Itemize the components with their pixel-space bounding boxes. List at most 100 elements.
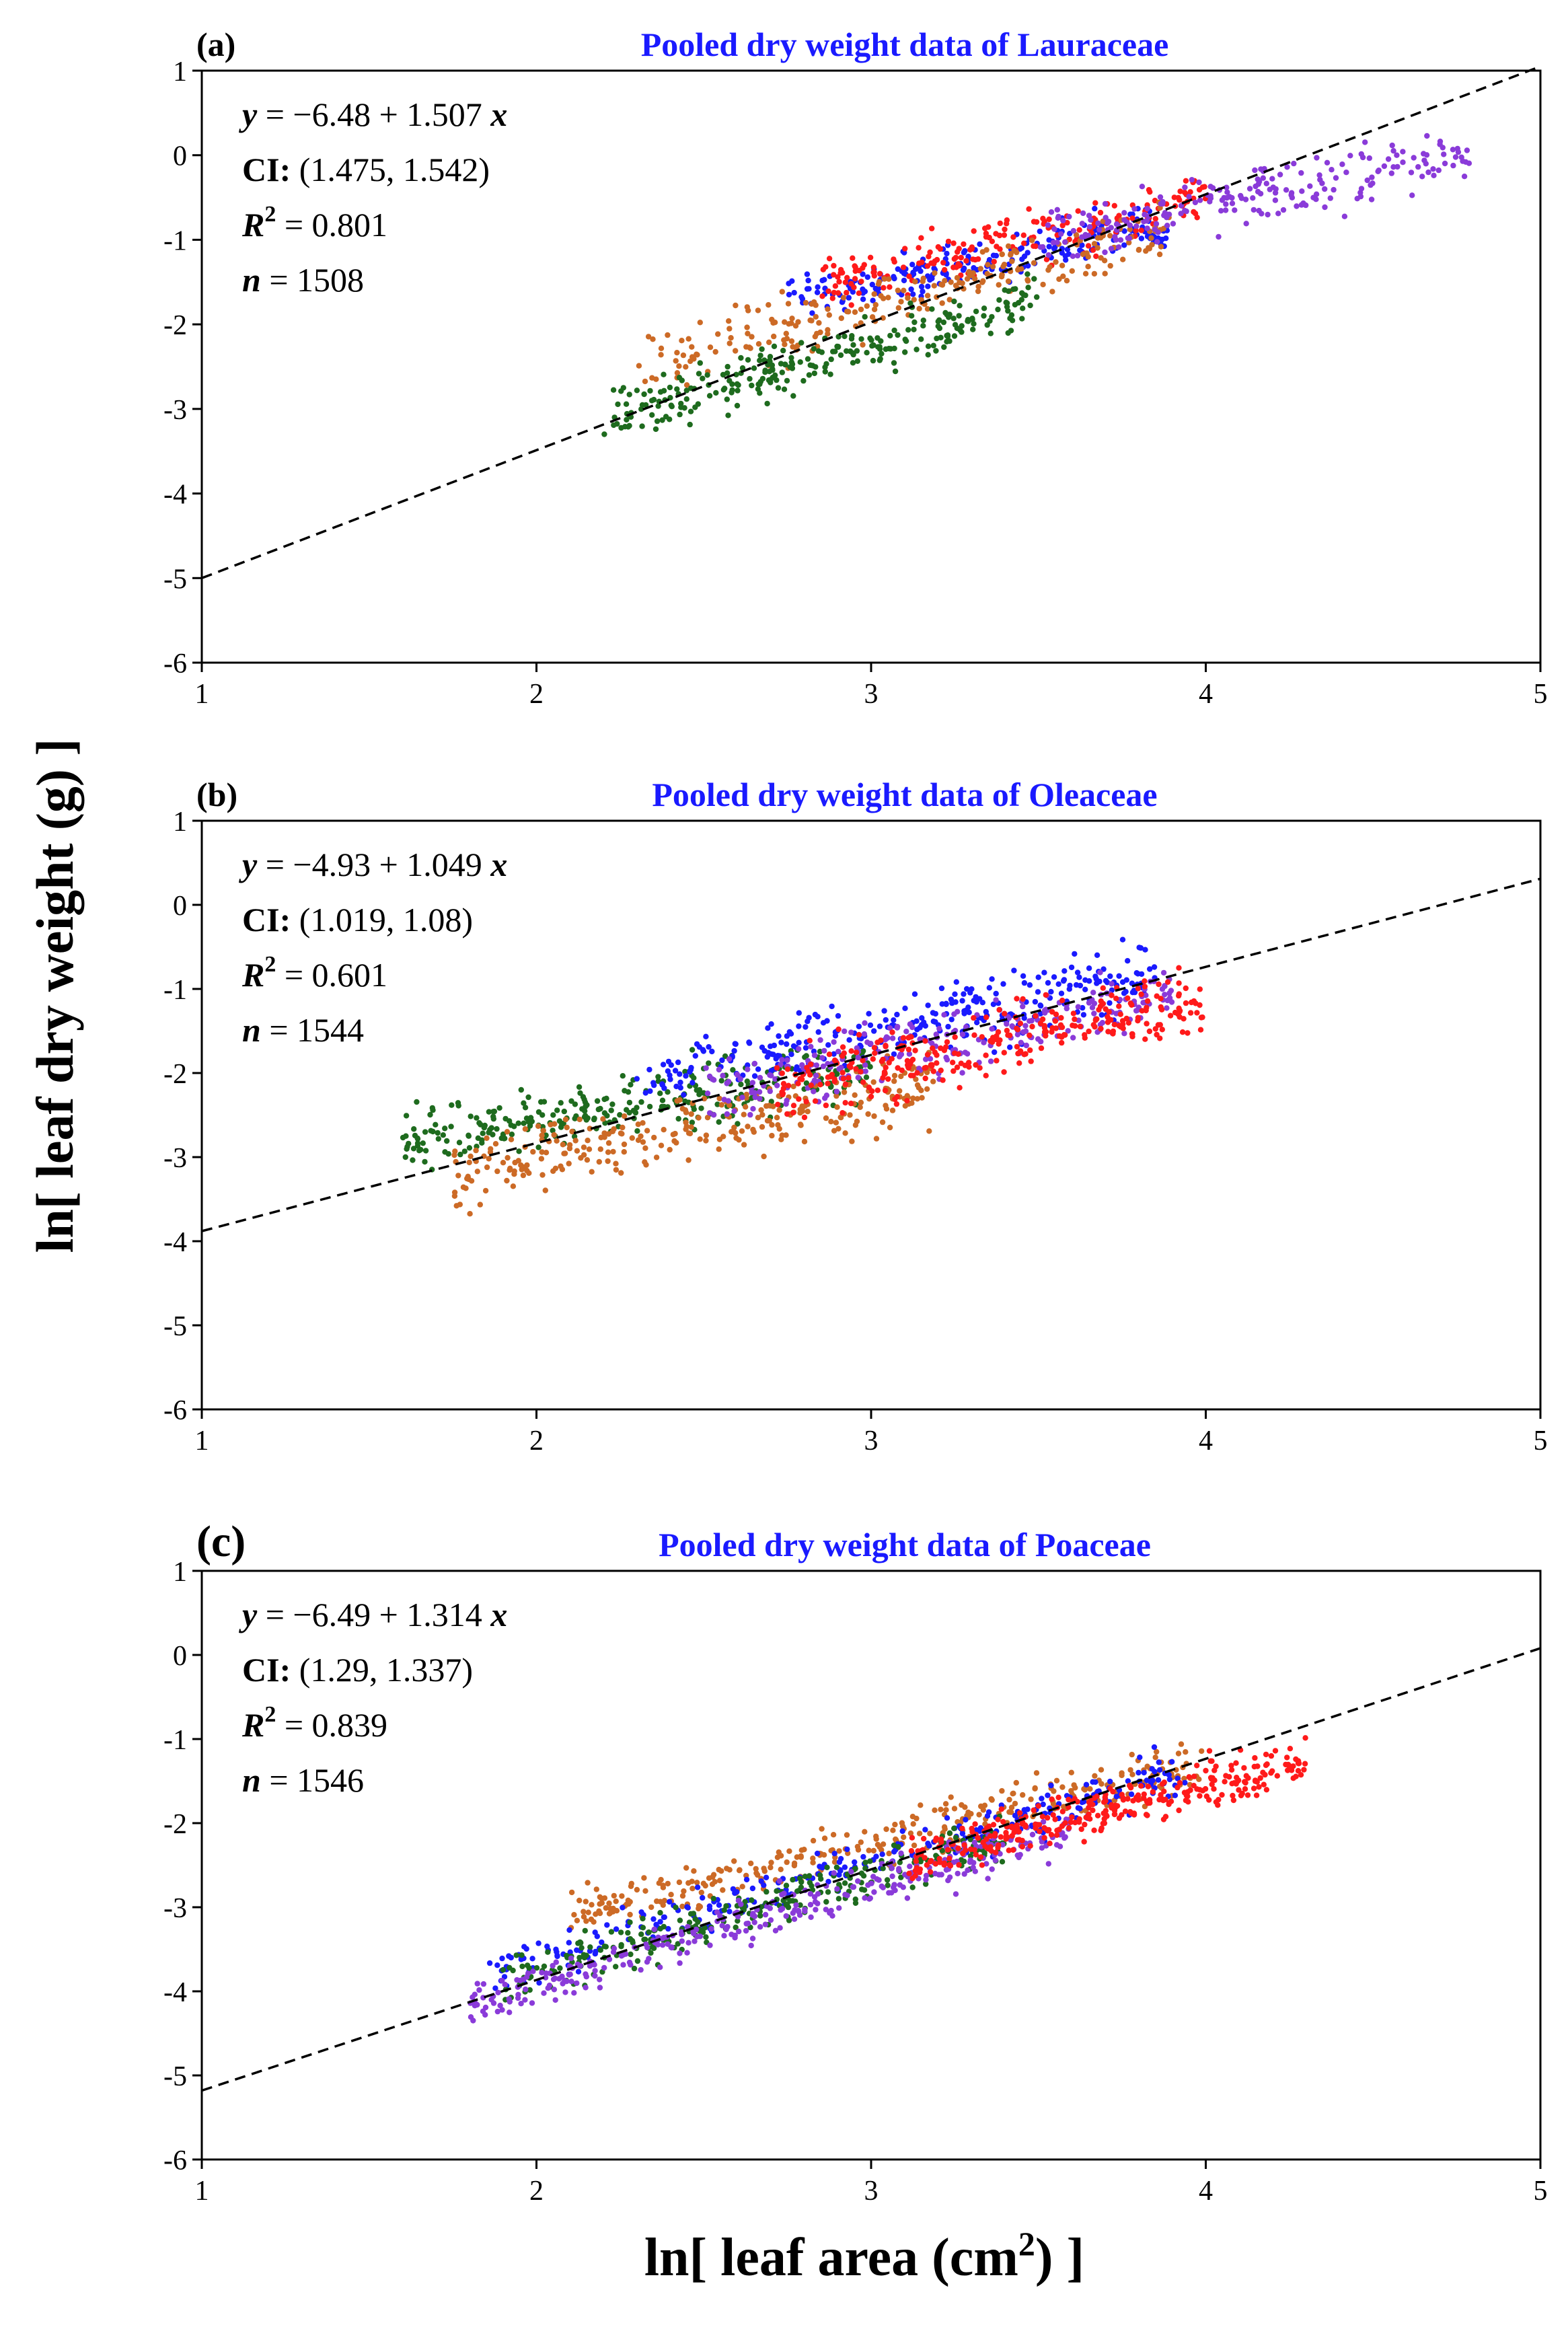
data-point: [617, 1112, 623, 1118]
data-point: [682, 1068, 688, 1075]
data-point: [613, 1160, 619, 1167]
data-point: [607, 1910, 613, 1916]
data-point: [592, 1951, 598, 1957]
data-point: [542, 1187, 548, 1193]
data-point: [950, 1060, 956, 1066]
data-point: [972, 256, 979, 263]
data-point: [1079, 234, 1085, 240]
data-point: [797, 359, 803, 365]
data-point: [883, 1043, 889, 1049]
data-point: [620, 1905, 626, 1911]
data-point: [1314, 155, 1320, 161]
series-purple: [1037, 133, 1472, 259]
data-point: [717, 1913, 723, 1919]
data-point: [1152, 1026, 1159, 1032]
data-point: [902, 1103, 909, 1109]
data-point: [1025, 285, 1031, 291]
equation-text-part: = −6.48 + 1.507: [257, 96, 490, 133]
data-point: [812, 1098, 819, 1104]
data-point: [864, 274, 871, 281]
data-point: [519, 1952, 525, 1958]
data-point: [1313, 191, 1320, 197]
data-point: [468, 1153, 474, 1160]
data-point: [1082, 1821, 1088, 1828]
data-point: [716, 1066, 722, 1073]
data-point: [1068, 964, 1075, 971]
data-point: [759, 346, 765, 353]
data-point: [758, 1904, 765, 1910]
data-point: [1083, 1781, 1090, 1787]
data-point: [611, 1126, 617, 1132]
data-point: [1263, 1787, 1270, 1793]
data-point: [895, 305, 902, 311]
data-point: [918, 235, 924, 241]
data-point: [861, 1887, 868, 1893]
data-point: [910, 1821, 916, 1827]
data-point: [930, 342, 937, 348]
data-point: [1092, 1773, 1098, 1779]
data-point: [540, 1128, 546, 1134]
x-tick-label: 2: [529, 679, 544, 710]
data-point: [782, 319, 788, 325]
r-squared-text-part: 2: [264, 952, 276, 977]
data-point: [1111, 1021, 1118, 1028]
data-point: [499, 1955, 505, 1962]
data-point: [977, 266, 984, 272]
data-point: [688, 1111, 694, 1117]
data-point: [516, 1148, 522, 1154]
data-point: [911, 297, 918, 303]
data-point: [902, 1005, 908, 1012]
y-tick-label: 1: [173, 57, 187, 87]
data-point: [806, 372, 813, 378]
data-point: [737, 1076, 743, 1082]
data-point: [1021, 980, 1028, 986]
data-point: [923, 1064, 929, 1071]
data-point: [1100, 985, 1107, 991]
data-point: [962, 1062, 969, 1068]
data-point: [749, 334, 755, 340]
data-point: [849, 1138, 855, 1144]
data-point: [479, 1140, 485, 1146]
data-point: [745, 1066, 751, 1072]
data-point: [648, 1904, 655, 1911]
data-point: [1090, 1022, 1097, 1028]
data-point: [798, 294, 805, 300]
data-point: [990, 1035, 996, 1041]
data-point: [776, 1125, 782, 1132]
data-point: [944, 1847, 951, 1853]
data-point: [805, 1109, 811, 1115]
data-point: [765, 1025, 771, 1031]
data-point: [889, 1056, 895, 1062]
data-point: [728, 335, 734, 341]
data-point: [944, 1039, 950, 1045]
data-point: [896, 1868, 902, 1874]
data-point: [789, 316, 795, 322]
data-point: [1259, 211, 1265, 217]
data-point: [823, 1115, 829, 1121]
data-point: [984, 1813, 991, 1819]
data-point: [860, 290, 866, 296]
data-point: [550, 1128, 556, 1134]
data-point: [550, 1168, 556, 1175]
data-point: [1090, 247, 1096, 253]
data-point: [554, 1138, 560, 1144]
data-point: [596, 1158, 602, 1165]
data-point: [1063, 278, 1070, 284]
data-point: [973, 1851, 979, 1858]
data-point: [776, 1107, 782, 1113]
data-point: [1080, 1012, 1087, 1018]
data-point: [1298, 1772, 1304, 1778]
data-point: [780, 1897, 786, 1904]
data-point: [854, 358, 861, 364]
data-point: [813, 1907, 819, 1913]
data-point: [1149, 242, 1155, 248]
panel-label: (c): [196, 1517, 246, 1566]
data-point: [932, 270, 938, 276]
data-point: [482, 2012, 488, 2018]
data-point: [695, 401, 702, 407]
data-point: [1425, 169, 1431, 176]
data-point: [1029, 1018, 1035, 1024]
data-point: [1255, 1763, 1261, 1769]
chart-panel-c: 1 2 3 4 510-1-2-3-4-5-6(c) Pooled dry weight …: [163, 1517, 1548, 2207]
data-point: [942, 266, 948, 273]
